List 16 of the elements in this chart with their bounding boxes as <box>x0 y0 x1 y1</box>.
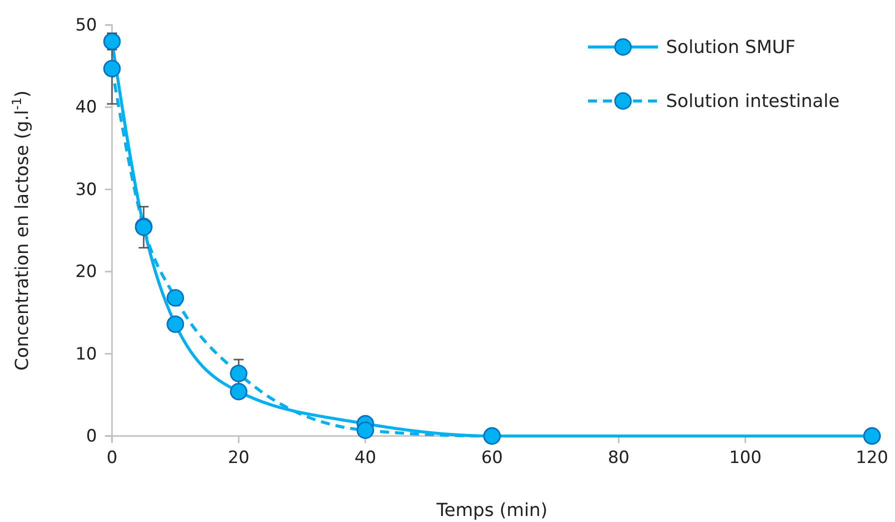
legend-label: Solution SMUF <box>666 37 796 58</box>
x-tick-label: 40 <box>354 448 376 468</box>
x-tick-label: 100 <box>729 448 762 468</box>
y-tick-label: 50 <box>75 15 97 36</box>
y-tick-label: 20 <box>75 262 97 282</box>
x-axis-title: Temps (min) <box>435 500 548 521</box>
x-tick-label: 80 <box>608 448 630 468</box>
x-tick-label: 60 <box>481 448 503 468</box>
y-tick-label: 30 <box>75 180 97 200</box>
y-tick-label: 0 <box>86 426 97 446</box>
y-tick-label: 40 <box>75 98 97 118</box>
y-tick-label: 10 <box>75 344 97 364</box>
x-tick-label: 120 <box>856 448 888 468</box>
legend-label: Solution intestinale <box>666 91 840 112</box>
x-tick-label: 20 <box>228 448 250 468</box>
x-tick-label: 0 <box>106 448 118 468</box>
